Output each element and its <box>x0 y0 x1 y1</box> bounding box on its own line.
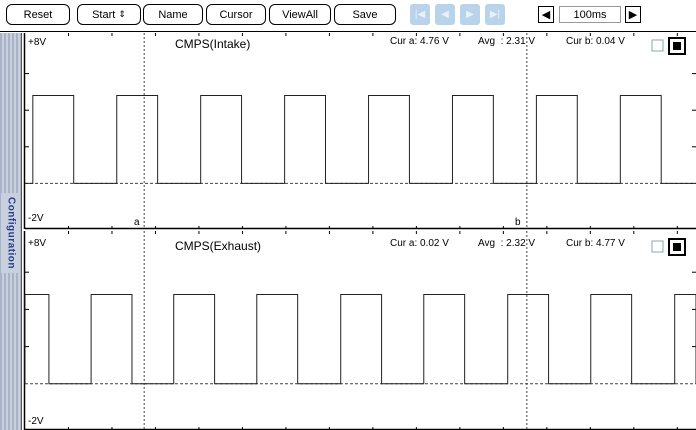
cursor-a-readout: Cur a: 4.76 V <box>390 36 449 47</box>
y-max-label: +8V <box>28 238 46 249</box>
timebase-value: 100ms <box>573 8 607 21</box>
color-fill <box>673 42 681 50</box>
timebase-increase-button[interactable]: ▶ <box>625 6 641 23</box>
reset-label: Reset <box>23 8 53 21</box>
right-triangle-icon: ▶ <box>628 9 638 21</box>
save-label: Save <box>352 8 378 21</box>
name-button[interactable]: Name <box>143 4 203 25</box>
signal-trace <box>24 294 696 385</box>
cursor-b-readout: Cur b: 0.04 V <box>566 36 625 47</box>
step-forward-icon[interactable]: ▶ <box>460 4 480 25</box>
channel-title: CMPS(Intake) <box>175 37 250 51</box>
configuration-sidebar[interactable]: Configuration <box>0 33 22 430</box>
name-label: Name <box>158 8 188 21</box>
toolbar: Reset Start ⇕ Name Cursor ViewAll Save |… <box>0 0 696 30</box>
start-label: Start <box>92 8 116 21</box>
channel-checkbox[interactable] <box>651 39 664 52</box>
timebase-decrease-button[interactable]: ◀ <box>538 6 554 23</box>
cursor-button[interactable]: Cursor <box>206 4 266 25</box>
color-fill <box>673 243 681 251</box>
timebase-field[interactable]: 100ms <box>559 6 621 23</box>
cursor-a-readout: Cur a: 0.02 V <box>390 238 449 249</box>
cursor-label: Cursor <box>219 8 253 21</box>
channel-title: CMPS(Exhaust) <box>175 239 261 253</box>
reset-button[interactable]: Reset <box>6 4 70 25</box>
start-dropdown[interactable]: Start ⇕ <box>77 4 141 25</box>
cursor-b-label: b <box>515 217 521 228</box>
channel-checkbox[interactable] <box>651 240 664 253</box>
cursor-a-label: a <box>134 217 140 228</box>
step-back-icon[interactable]: ◀ <box>435 4 455 25</box>
updown-icon: ⇕ <box>118 9 126 19</box>
skip-first-icon[interactable]: |◀ <box>410 4 430 25</box>
y-max-label: +8V <box>28 37 46 48</box>
viewall-button[interactable]: ViewAll <box>269 4 331 25</box>
panel-intake: +8V -2V CMPS(Intake) Cur a: 4.76 V Avg :… <box>23 33 696 230</box>
average-readout: Avg : 2.31 V <box>478 36 535 47</box>
signal-trace <box>25 95 696 184</box>
y-min-label: -2V <box>28 416 44 427</box>
left-triangle-icon: ◀ <box>541 9 551 21</box>
configuration-tab[interactable]: Configuration <box>1 193 20 273</box>
viewall-label: ViewAll <box>282 8 318 21</box>
average-readout: Avg : 2.32 V <box>478 238 535 249</box>
panel-exhaust: +8V -2V CMPS(Exhaust) Cur a: 0.02 V Avg … <box>23 231 696 430</box>
cursor-b-readout: Cur b: 4.77 V <box>566 238 625 249</box>
save-button[interactable]: Save <box>334 4 396 25</box>
skip-last-icon[interactable]: ▶| <box>485 4 505 25</box>
y-min-label: -2V <box>28 213 44 224</box>
